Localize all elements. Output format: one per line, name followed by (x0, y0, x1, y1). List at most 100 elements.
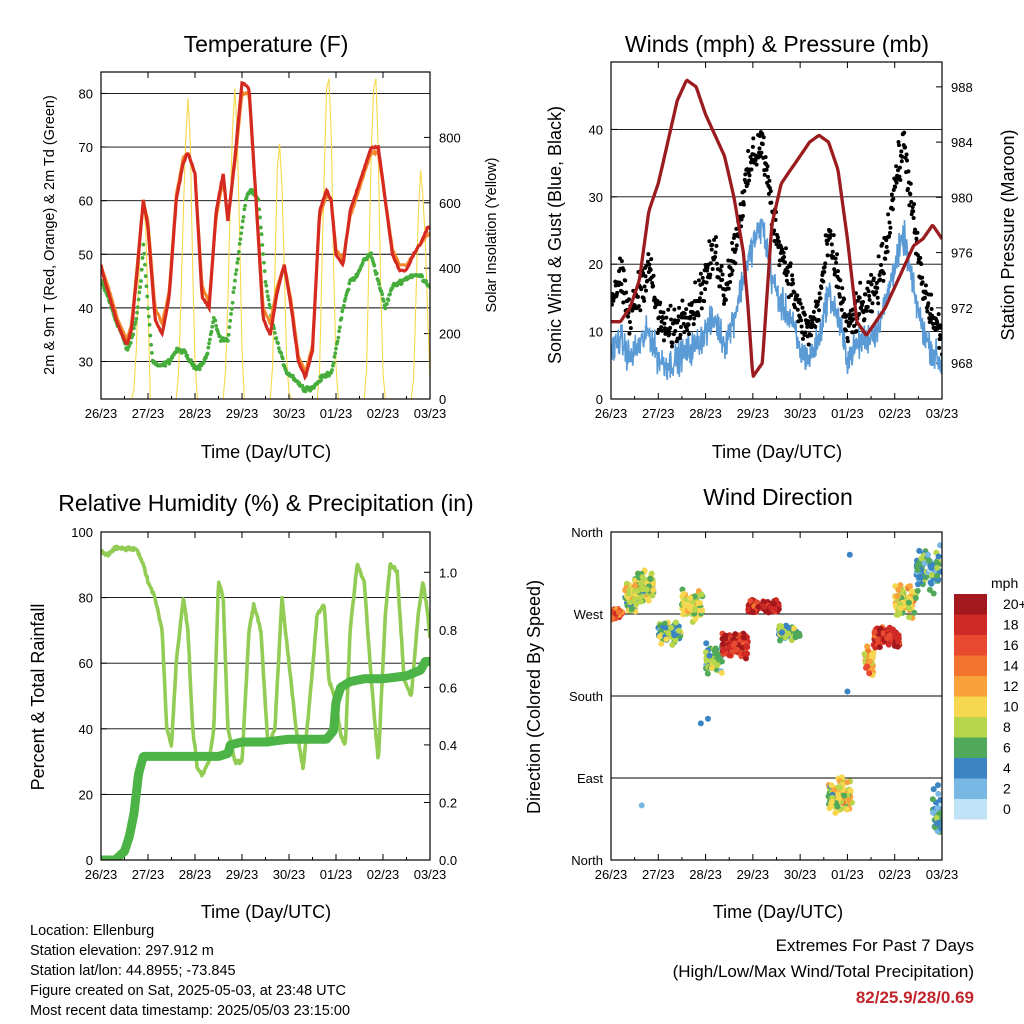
direction-point (843, 806, 850, 813)
dewpoint-point (238, 237, 243, 242)
direction-point (930, 809, 937, 816)
direction-point (626, 599, 633, 606)
dewpoint-point (210, 324, 215, 329)
direction-point (691, 593, 698, 600)
gust-point (836, 285, 841, 290)
gust-point (766, 191, 771, 196)
direction-point (906, 605, 913, 612)
dewpoint-point (163, 363, 168, 368)
dewpoint-point (183, 350, 188, 355)
direction-point (896, 610, 903, 617)
direction-point (697, 720, 704, 727)
pressure-line (611, 78, 942, 378)
gust-point (896, 140, 901, 145)
gust-point (619, 259, 624, 264)
colorbar-swatch (954, 635, 987, 656)
gust-point (783, 246, 788, 251)
gust-point (733, 247, 738, 252)
winds-ytick-label: 10 (589, 325, 603, 340)
gust-point (887, 234, 892, 239)
gust-point (761, 135, 766, 140)
direction-point (711, 647, 718, 654)
precip-line (101, 657, 430, 860)
colorbar-unit: mph (991, 575, 1018, 591)
direction-point (934, 572, 941, 579)
gust-point (747, 178, 752, 183)
dewpoint-point (297, 380, 302, 385)
direction-point (638, 580, 645, 587)
gust-point (611, 302, 614, 307)
humidity-xtick-label: 30/23 (273, 867, 306, 882)
gust-point (673, 328, 678, 333)
dewpoint-point (374, 271, 379, 276)
direction-point (747, 597, 754, 604)
gust-point (720, 277, 725, 282)
humidity-xtick-label: 29/23 (226, 867, 259, 882)
direction-ylabel: Direction (Colored By Speed) (524, 580, 544, 814)
direction-point (912, 595, 919, 602)
gust-point (716, 275, 721, 280)
gust-point (800, 305, 805, 310)
gust-point (790, 273, 795, 278)
dewpoint-point (168, 358, 173, 363)
gust-point (923, 283, 928, 288)
direction-point (698, 591, 705, 598)
gust-point (806, 342, 811, 347)
dewpoint-point (244, 195, 249, 200)
created-text: Figure created on Sat, 2025-05-03, at 23… (30, 983, 346, 999)
gust-point (684, 307, 689, 312)
gust-point (817, 308, 822, 313)
dewpoint-point (146, 314, 151, 319)
direction-xtick-label: 29/23 (737, 867, 770, 882)
dewpoint-point (214, 323, 219, 328)
gust-point (915, 230, 920, 235)
winds-y2tick-label: 968 (951, 356, 973, 371)
direction-point (719, 641, 726, 648)
direction-point (718, 669, 725, 676)
gust-point (699, 291, 704, 296)
direction-xtick-label: 26/23 (595, 867, 628, 882)
temperature-title: Temperature (F) (184, 31, 349, 57)
temperature-series (101, 78, 430, 399)
direction-point (626, 586, 633, 593)
temperature-y2tick-label: 200 (439, 327, 461, 342)
gust-point (746, 149, 751, 154)
direction-ytick-label: South (569, 689, 603, 704)
dewpoint-point (135, 305, 140, 310)
gust-point (792, 305, 797, 310)
colorbar-label: 20+ (1003, 596, 1024, 612)
gust-point (719, 264, 724, 269)
gust-point (741, 202, 746, 207)
gust-point (774, 242, 779, 247)
dewpoint-point (265, 294, 270, 299)
direction-point (906, 614, 913, 621)
humidity-ytick-label: 40 (79, 722, 93, 737)
dewpoint-point (330, 363, 335, 368)
direction-point (935, 790, 942, 797)
dewpoint-point (226, 338, 230, 343)
winds-xtick-label: 01/23 (831, 406, 864, 421)
temp-2m-line (101, 80, 430, 381)
dewpoint-point (360, 261, 365, 266)
gust-point (682, 311, 687, 316)
gust-point (825, 253, 830, 258)
dewpoint-point (236, 249, 241, 254)
direction-point (647, 575, 654, 582)
direction-point (886, 632, 893, 639)
gust-point (874, 290, 879, 295)
direction-point (706, 652, 713, 659)
gust-point (920, 275, 925, 280)
gust-point (795, 307, 800, 312)
gust-point (795, 293, 800, 298)
dewpoint-point (338, 325, 342, 330)
direction-point (680, 590, 687, 597)
gust-point (920, 280, 925, 285)
gust-point (767, 178, 772, 183)
gust-point (760, 142, 765, 147)
gust-point (835, 252, 840, 257)
gust-point (788, 261, 793, 266)
direction-point (924, 551, 931, 558)
direction-point (927, 579, 934, 586)
gust-point (844, 328, 849, 333)
colorbar-label: 12 (1003, 678, 1019, 694)
